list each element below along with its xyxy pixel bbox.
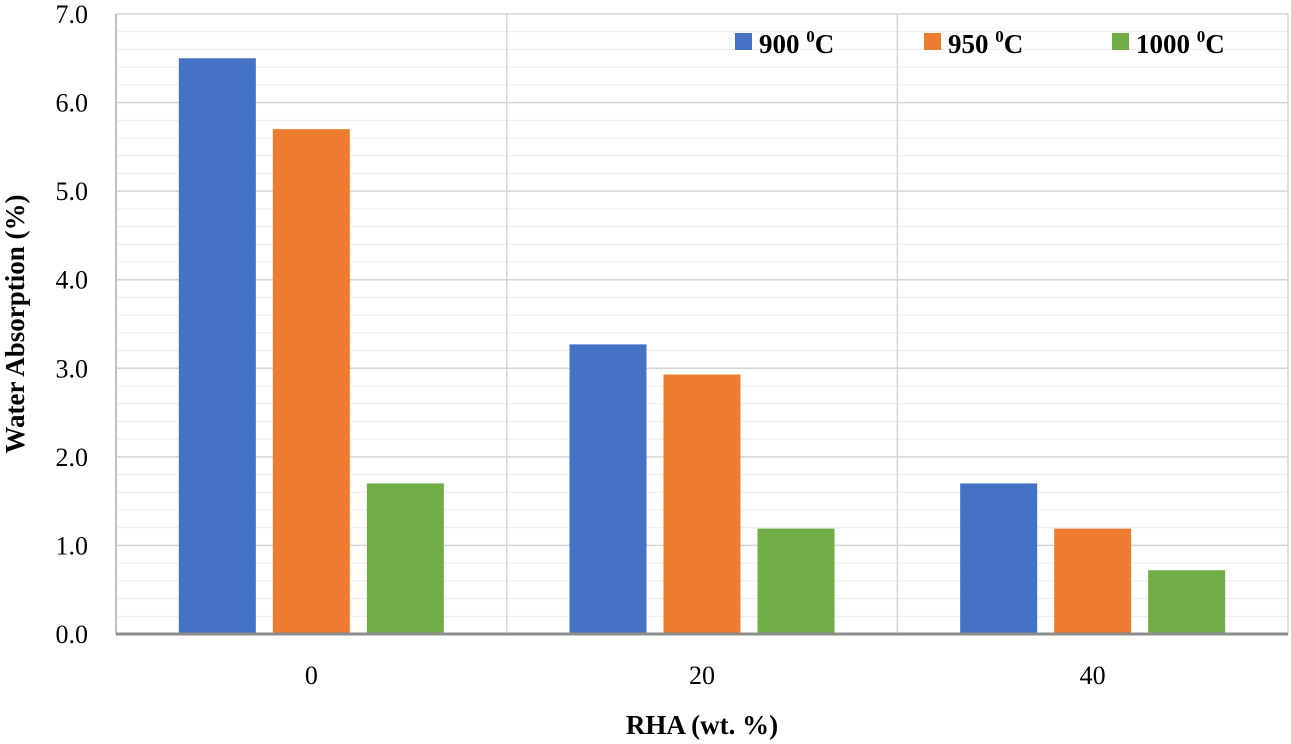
bar	[757, 528, 835, 634]
bar	[272, 129, 350, 634]
y-tick-label: 2.0	[56, 443, 89, 472]
x-tick-label: 20	[689, 661, 715, 690]
legend-label: 900 0C	[759, 27, 834, 59]
legend-label: 1000 0C	[1136, 27, 1225, 59]
y-tick-label: 4.0	[56, 266, 89, 295]
y-tick-label: 5.0	[56, 177, 89, 206]
x-tick-label: 0	[305, 661, 318, 690]
x-axis-title: RHA (wt. %)	[626, 710, 778, 740]
bar	[569, 344, 647, 634]
tick-labels: 0.0 1.0 2.0 3.0 4.0 5.0 6.0 7.0 0 20 40	[56, 0, 1106, 690]
bar	[1054, 528, 1132, 634]
legend-label: 950 0C	[948, 27, 1023, 59]
legend: 900 0C 950 0C 1000 0C	[735, 27, 1225, 59]
legend-swatch	[1112, 33, 1129, 50]
y-tick-label: 0.0	[56, 620, 89, 649]
y-tick-label: 1.0	[56, 531, 89, 560]
bar	[1148, 570, 1226, 634]
y-tick-label: 7.0	[56, 0, 89, 29]
bars	[178, 58, 1226, 635]
bar	[960, 483, 1038, 634]
legend-swatch	[924, 33, 941, 50]
y-tick-label: 3.0	[56, 354, 89, 383]
x-tick-label: 40	[1080, 661, 1106, 690]
axes	[115, 14, 1288, 636]
y-tick-label: 6.0	[56, 89, 89, 118]
bar	[663, 374, 741, 634]
y-axis-title: Water Absorption (%)	[0, 194, 30, 453]
bar	[178, 58, 256, 635]
bar	[366, 483, 444, 634]
legend-swatch	[735, 33, 752, 50]
